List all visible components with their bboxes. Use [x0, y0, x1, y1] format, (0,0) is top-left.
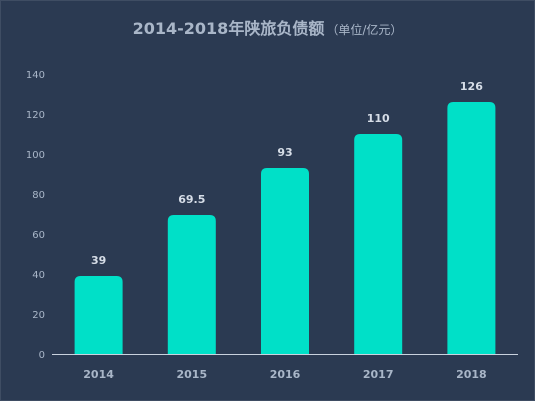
x-tick-label: 2017	[363, 368, 394, 381]
y-tick-label: 80	[32, 190, 45, 201]
data-label: 110	[367, 112, 390, 125]
bar	[447, 102, 496, 354]
x-tick-label: 2018	[456, 368, 487, 381]
bar	[261, 168, 309, 354]
chart-title: 2014-2018年陕旅负债额 （单位/亿元）	[0, 15, 535, 39]
y-tick-label: 0	[39, 350, 45, 361]
y-tick-label: 20	[32, 310, 45, 321]
x-tick-label: 2015	[176, 368, 207, 381]
bar	[354, 134, 403, 354]
data-label: 39	[91, 254, 106, 267]
y-tick-label: 40	[32, 270, 45, 281]
y-tick-label: 100	[26, 150, 45, 161]
chart-subtitle: （单位/亿元）	[326, 23, 403, 37]
chart-title-main: 2014-2018年陕旅负债额	[132, 19, 325, 38]
y-tick-label: 120	[26, 110, 45, 121]
x-tick-label: 2014	[83, 368, 114, 381]
x-tick-label: 2016	[270, 368, 301, 381]
bar	[167, 215, 216, 354]
data-label: 93	[277, 146, 292, 159]
data-label: 69.5	[178, 193, 205, 206]
bar	[74, 276, 123, 354]
y-tick-label: 140	[26, 70, 45, 81]
data-label: 126	[460, 80, 483, 93]
y-tick-label: 60	[32, 230, 45, 241]
